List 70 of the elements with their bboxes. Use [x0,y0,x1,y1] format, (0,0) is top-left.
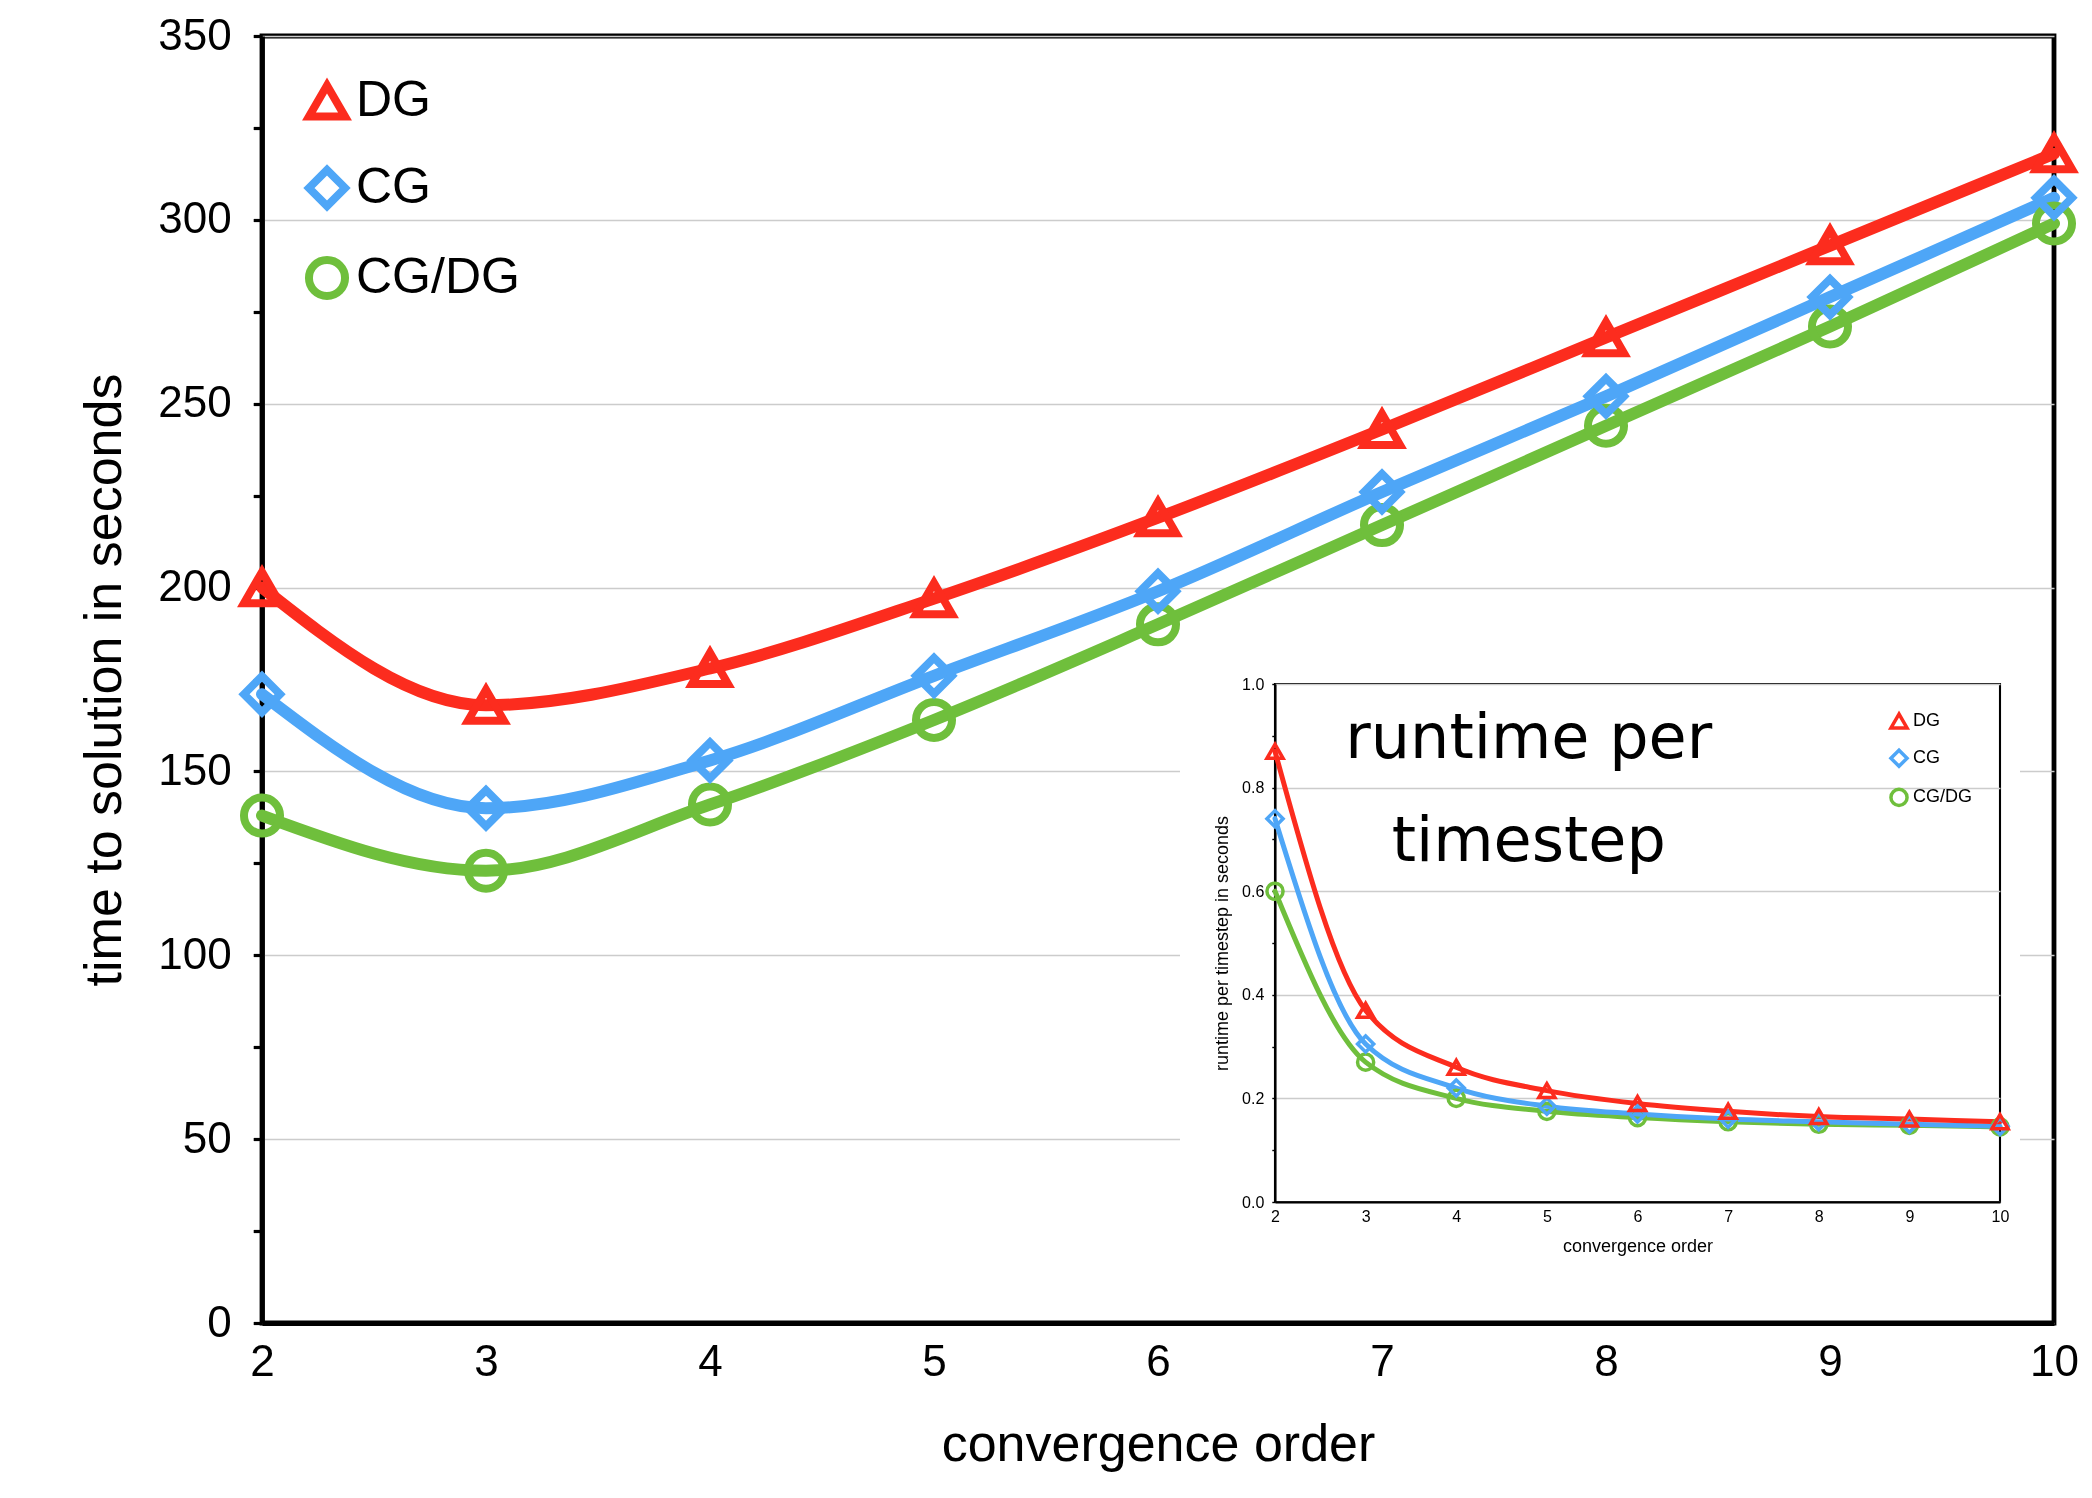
y-tick-label: 250 [158,377,232,427]
point [1265,881,1285,901]
x-tick-label: 8 [1814,1207,1824,1225]
x-tick-label: 5 [1542,1207,1552,1225]
point [1990,1112,2010,1131]
legend-label: CG/DG [356,248,520,304]
y-tick-label: 0.0 [1242,1193,1265,1211]
x-tick-label: 2 [1271,1207,1281,1225]
legend-label: DG [1913,710,1940,730]
legend-label: CG [1913,747,1940,768]
point [1265,808,1285,829]
point [239,672,285,717]
point [687,782,733,827]
x-tick-label: 7 [1370,1336,1395,1386]
y-tick-label: 0.6 [1242,882,1265,900]
x-axis-title: convergence order [941,1414,1376,1473]
point [911,653,957,698]
x-tick-label: 5 [922,1336,947,1386]
point [1583,374,1629,419]
y-tick-label: 0 [207,1296,232,1346]
x-tick-label: 3 [474,1336,499,1386]
y-axis-title: runtime per timestep in seconds [1212,815,1233,1072]
x-tick-label: 2 [250,1336,275,1386]
point [463,848,509,893]
x-tick-label: 9 [1905,1207,1915,1225]
y-tick-label: 0.2 [1242,1089,1265,1107]
point [1355,1052,1376,1072]
point [1807,275,1853,320]
point [1899,1110,1920,1128]
point [911,697,957,742]
x-tick-label: 6 [1633,1207,1643,1225]
point [1445,1056,1468,1077]
point [1355,1034,1376,1054]
point [687,738,733,783]
point [1627,1094,1648,1113]
x-tick-label: 10 [2030,1336,2079,1386]
y-tick-label: 350 [158,9,232,59]
point [1354,999,1377,1020]
x-tick-label: 6 [1146,1336,1171,1386]
y-tick-label: 200 [158,561,232,611]
point [239,793,285,838]
x-tick-label: 10 [1991,1207,2010,1225]
legend-label: DG [356,71,431,127]
y-tick-label: 150 [158,744,232,794]
point [1359,469,1405,514]
y-tick-label: 0.8 [1242,779,1265,797]
y-tick-label: 50 [182,1112,232,1162]
x-tick-label: 7 [1724,1207,1734,1225]
point [2031,175,2077,220]
y-tick-label: 1.0 [1242,675,1265,693]
x-tick-label: 4 [1452,1207,1462,1225]
legend-label: CG/DG [1913,786,1973,807]
x-axis-title: convergence order [1562,1235,1714,1256]
legend-label: CG [356,158,431,214]
text: runtime per timestep [1345,700,1713,877]
y-tick-label: 300 [158,193,232,243]
point [1537,1081,1557,1100]
x-tick-label: 8 [1594,1336,1619,1386]
point [1265,742,1285,761]
point [1717,1100,1740,1121]
point [1446,1078,1467,1098]
point [1537,1096,1557,1116]
point [1808,1107,1829,1126]
point [1135,569,1181,614]
y-tick-label: 100 [158,928,232,978]
x-tick-label: 3 [1361,1207,1371,1225]
y-tick-label: 0.4 [1242,986,1265,1004]
x-tick-label: 9 [1818,1336,1843,1386]
x-tick-label: 4 [698,1336,723,1386]
y-axis-title: time to solution in seconds [73,373,132,987]
